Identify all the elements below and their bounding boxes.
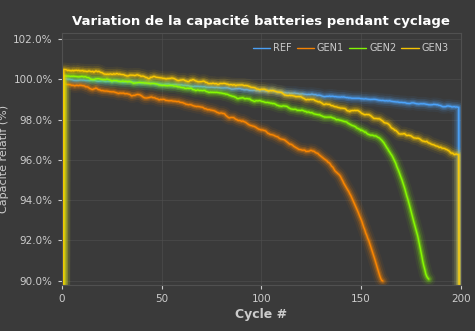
GEN3 — [190, 77, 196, 81]
REF — [108, 79, 114, 83]
GEN3 — [61, 68, 67, 71]
GEN1 — [62, 82, 67, 86]
REF — [218, 86, 224, 90]
GEN3 — [311, 98, 317, 102]
Y-axis label: Capacité relatif (%): Capacité relatif (%) — [0, 105, 9, 213]
GEN2 — [358, 128, 363, 132]
GEN2 — [163, 84, 169, 88]
GEN3 — [218, 81, 224, 85]
GEN2 — [61, 74, 67, 78]
Line: REF: REF — [62, 79, 461, 331]
Legend: REF, GEN1, GEN2, GEN3: REF, GEN1, GEN2, GEN3 — [250, 40, 452, 56]
REF — [348, 96, 353, 100]
GEN1 — [140, 95, 146, 99]
GEN1 — [205, 108, 210, 112]
GEN1 — [275, 135, 281, 139]
GEN3 — [350, 109, 356, 113]
GEN3 — [108, 72, 114, 76]
GEN2 — [305, 110, 311, 114]
X-axis label: Cycle #: Cycle # — [235, 308, 287, 321]
REF — [190, 84, 196, 88]
GEN1 — [93, 86, 99, 90]
Title: Variation de la capacité batteries pendant cyclage: Variation de la capacité batteries penda… — [72, 15, 450, 28]
GEN2 — [113, 79, 119, 83]
GEN2 — [87, 76, 93, 80]
REF — [63, 77, 68, 81]
GEN1 — [182, 102, 188, 106]
Line: GEN3: GEN3 — [62, 70, 461, 331]
GEN2 — [80, 74, 86, 78]
REF — [311, 93, 317, 97]
Line: GEN1: GEN1 — [62, 84, 383, 331]
GEN1 — [380, 279, 386, 283]
GEN1 — [224, 114, 229, 118]
GEN3 — [348, 109, 353, 113]
GEN2 — [426, 277, 432, 281]
Line: GEN2: GEN2 — [62, 76, 429, 331]
REF — [350, 96, 356, 100]
